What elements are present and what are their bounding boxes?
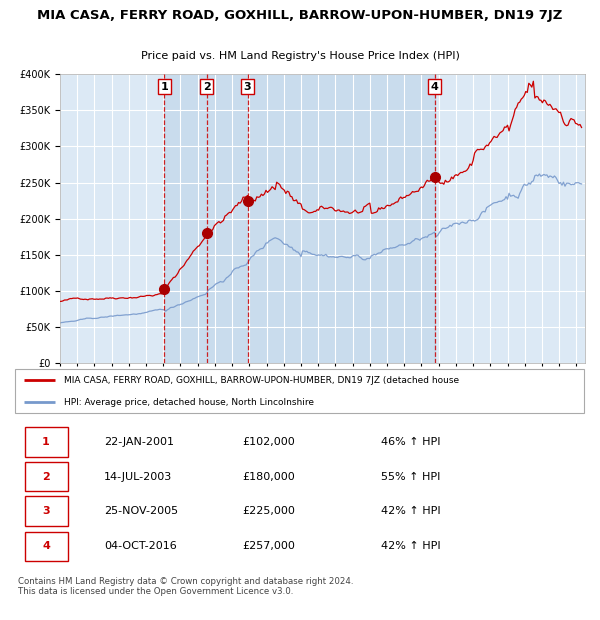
Text: £257,000: £257,000	[242, 541, 295, 551]
Text: MIA CASA, FERRY ROAD, GOXHILL, BARROW-UPON-HUMBER, DN19 7JZ (detached house: MIA CASA, FERRY ROAD, GOXHILL, BARROW-UP…	[64, 376, 459, 384]
Text: 04-OCT-2016: 04-OCT-2016	[104, 541, 177, 551]
Text: 14-JUL-2003: 14-JUL-2003	[104, 472, 172, 482]
FancyBboxPatch shape	[25, 427, 68, 457]
FancyBboxPatch shape	[15, 369, 584, 414]
Text: 42% ↑ HPI: 42% ↑ HPI	[380, 506, 440, 516]
Text: 1: 1	[42, 437, 50, 447]
FancyBboxPatch shape	[25, 496, 68, 526]
Bar	[164, 74, 434, 363]
Text: 42% ↑ HPI: 42% ↑ HPI	[380, 541, 440, 551]
Text: MIA CASA, FERRY ROAD, GOXHILL, BARROW-UPON-HUMBER, DN19 7JZ: MIA CASA, FERRY ROAD, GOXHILL, BARROW-UP…	[37, 9, 563, 22]
Text: 46% ↑ HPI: 46% ↑ HPI	[380, 437, 440, 447]
Text: Contains HM Land Registry data © Crown copyright and database right 2024.
This d: Contains HM Land Registry data © Crown c…	[18, 577, 353, 596]
Text: 2: 2	[203, 82, 211, 92]
Text: 25-NOV-2005: 25-NOV-2005	[104, 506, 178, 516]
Text: 3: 3	[42, 506, 50, 516]
FancyBboxPatch shape	[25, 531, 68, 561]
Text: 4: 4	[431, 82, 439, 92]
Text: HPI: Average price, detached house, North Lincolnshire: HPI: Average price, detached house, Nort…	[64, 398, 314, 407]
Text: 4: 4	[42, 541, 50, 551]
Text: 2: 2	[42, 472, 50, 482]
Text: £225,000: £225,000	[242, 506, 295, 516]
FancyBboxPatch shape	[25, 462, 68, 492]
Text: £180,000: £180,000	[242, 472, 295, 482]
Text: £102,000: £102,000	[242, 437, 295, 447]
Text: 22-JAN-2001: 22-JAN-2001	[104, 437, 174, 447]
Text: 1: 1	[160, 82, 168, 92]
Text: 3: 3	[244, 82, 251, 92]
Text: 55% ↑ HPI: 55% ↑ HPI	[380, 472, 440, 482]
Text: Price paid vs. HM Land Registry's House Price Index (HPI): Price paid vs. HM Land Registry's House …	[140, 51, 460, 61]
